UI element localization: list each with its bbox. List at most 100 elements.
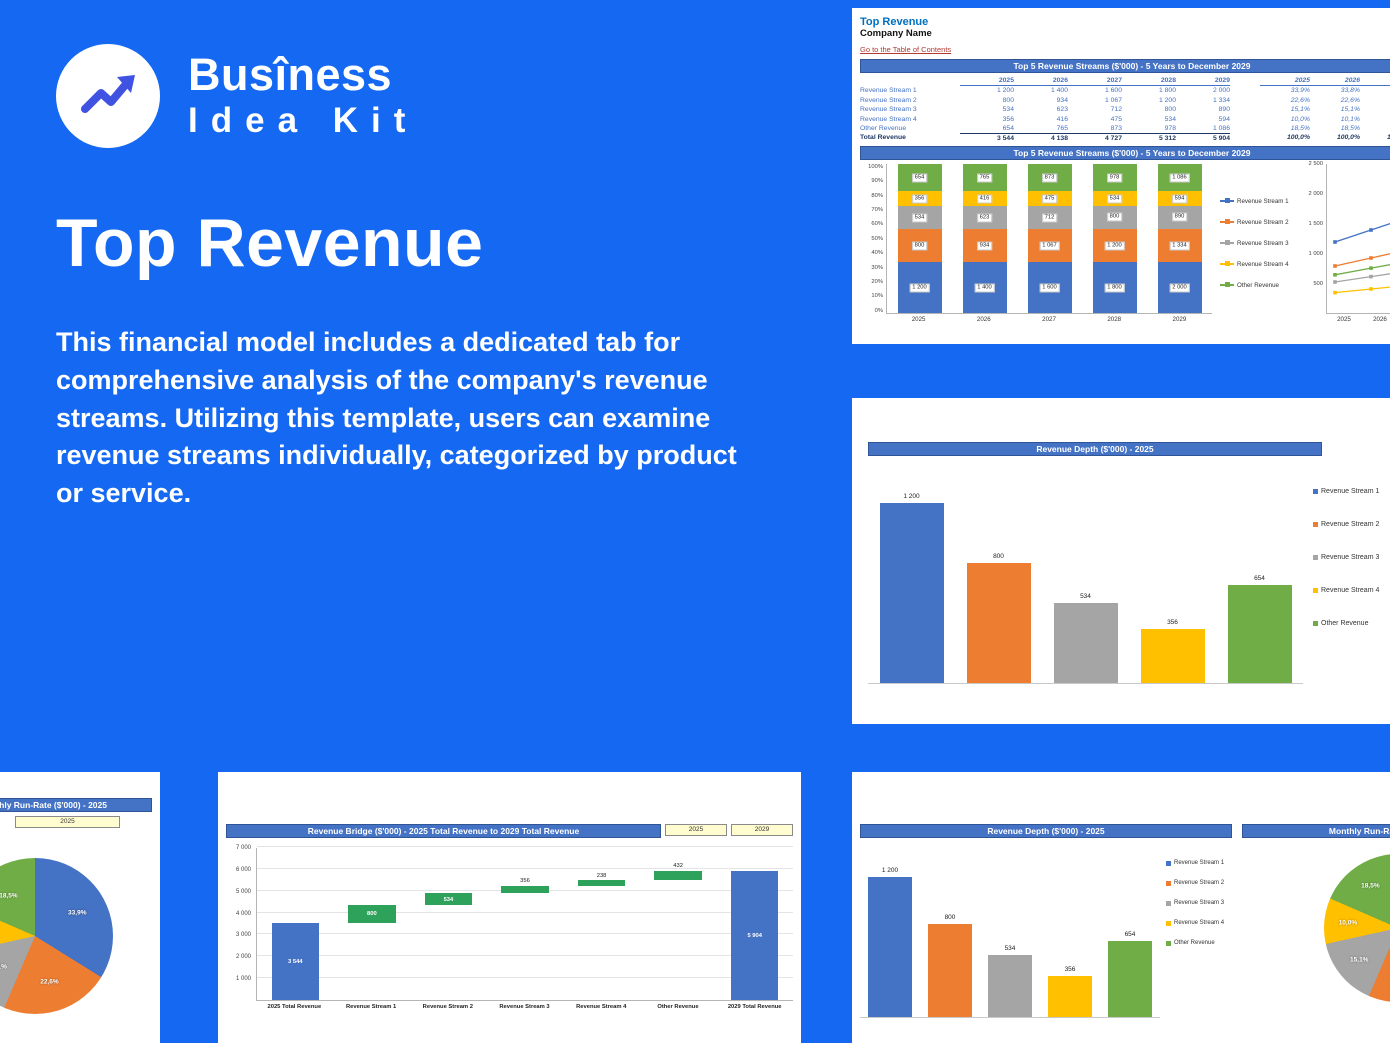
depth-value-label: 534 bbox=[1080, 592, 1091, 600]
x-label: Other Revenue bbox=[657, 1004, 699, 1010]
toc-link[interactable]: Go to the Table of Contents bbox=[860, 45, 952, 54]
pct-cell: 18,5% bbox=[1340, 125, 1360, 133]
bridge-title-bar: Revenue Bridge ($'000) - 2025 Total Reve… bbox=[226, 824, 661, 838]
bar-segment: 800 bbox=[897, 228, 942, 263]
legend-item: Revenue Stream 4 bbox=[1313, 587, 1390, 594]
value-cell: 654 bbox=[1002, 125, 1014, 133]
bar-segment: 475 bbox=[1027, 191, 1072, 207]
axis-tick: 3 000 bbox=[235, 932, 251, 939]
gridline bbox=[257, 933, 793, 935]
company-name: Company Name bbox=[860, 28, 932, 39]
bridge-year-cell-start[interactable]: 2025 bbox=[665, 824, 727, 836]
legend-item: Revenue Stream 2 bbox=[1220, 219, 1304, 226]
value-cell: 800 bbox=[1164, 106, 1176, 114]
legend-marker bbox=[1313, 489, 1318, 494]
legend-label: Revenue Stream 2 bbox=[1237, 218, 1289, 226]
value-cell: 1 334 bbox=[1212, 96, 1230, 104]
value-cell: 594 bbox=[1218, 115, 1230, 123]
table-row: Revenue Stream 4 356 416 475 534 594 10,0% 10,1… bbox=[860, 115, 1390, 124]
pct-cell: 15,1% bbox=[1290, 106, 1310, 114]
pct-cell: 15,1% bbox=[1360, 105, 1390, 114]
bar-segment: 534 bbox=[1092, 191, 1137, 207]
axis-tick: 50% bbox=[871, 235, 883, 242]
pie-slice-label: 15,1% bbox=[0, 963, 7, 971]
pct-cell: 100,0% bbox=[1360, 133, 1390, 143]
depth-bar bbox=[1108, 940, 1152, 1017]
data-label: 712 bbox=[1041, 213, 1058, 223]
chart-arrow-icon bbox=[81, 75, 135, 113]
data-label: 1 600 bbox=[1039, 283, 1060, 293]
x-label: 2029 Total Revenue bbox=[727, 1004, 782, 1010]
depth-value-label: 1 200 bbox=[881, 867, 899, 875]
table-title-bar: Top 5 Revenue Streams ($'000) - 5 Years … bbox=[860, 59, 1390, 73]
axis-tick: 10% bbox=[871, 293, 883, 300]
table-row: Revenue Stream 3 534 623 712 800 890 15,1% 15,1… bbox=[860, 105, 1390, 114]
gridline bbox=[257, 955, 793, 957]
depth-plot-small: 1 200 800 534 356 654 bbox=[860, 848, 1160, 1018]
waterfall-bar bbox=[730, 870, 779, 1000]
waterfall-label: 238 bbox=[596, 872, 607, 879]
sheet-tab-title: Top Revenue bbox=[860, 16, 929, 28]
axis-tick: 2 000 bbox=[1308, 190, 1323, 197]
value-cell: 3 544 bbox=[960, 133, 1014, 143]
bridge-year-cell-end[interactable]: 2029 bbox=[731, 824, 793, 836]
legend-label: Revenue Stream 2 bbox=[1174, 880, 1225, 886]
brand-name-line2: Idea Kit bbox=[188, 101, 419, 141]
value-cell: 534 bbox=[1164, 115, 1176, 123]
revenue-bridge-panel: Revenue Bridge ($'000) - 2025 Total Reve… bbox=[218, 772, 801, 1043]
legend-label: Other Revenue bbox=[1237, 281, 1279, 289]
year-header: 2029 bbox=[1176, 76, 1230, 87]
data-label: 416 bbox=[976, 194, 993, 204]
legend-label: Revenue Stream 1 bbox=[1321, 488, 1380, 495]
waterfall-bar bbox=[577, 880, 626, 886]
brand-name-line1: Busîness bbox=[188, 48, 393, 100]
bar-segment: 416 bbox=[962, 191, 1007, 207]
legend-label: Revenue Stream 1 bbox=[1174, 860, 1225, 866]
data-label: 800 bbox=[911, 241, 928, 251]
stacked-chart: 100% 90% 80% 70% 60% 50% 40% 30% 20% 10% 0% 1 200 8… bbox=[860, 160, 1390, 323]
page-description: This financial model includes a dedicate… bbox=[56, 327, 737, 509]
spacer bbox=[1230, 96, 1260, 105]
stacked-bar: 1 400 934 623 416 765 bbox=[962, 163, 1007, 313]
data-label: 654 bbox=[911, 173, 928, 183]
bar-segment: 1 334 bbox=[1157, 228, 1202, 263]
value-cell: 4 138 bbox=[1014, 133, 1068, 143]
pie bbox=[1324, 854, 1390, 1002]
axis-tick: 60% bbox=[871, 221, 883, 228]
stacked-legend: Revenue Stream 1 Revenue Stream 2 Revenue … bbox=[1212, 164, 1304, 323]
row-label-cell: Revenue Stream 4 bbox=[860, 115, 917, 123]
depth-legend-main: Revenue Stream 1 Revenue Stream 2 Revenue … bbox=[1303, 468, 1390, 684]
bar-segment: 1 400 bbox=[962, 262, 1007, 313]
runrate-year-cell[interactable]: 2025 bbox=[15, 816, 120, 828]
bar-segment: 873 bbox=[1027, 163, 1072, 192]
legend-marker bbox=[1166, 880, 1171, 886]
depth-bar bbox=[879, 502, 944, 683]
legend-marker bbox=[1166, 860, 1171, 866]
pct-year-header: 2025 bbox=[1260, 76, 1310, 87]
legend-marker bbox=[1313, 555, 1318, 560]
axis-tick: 6 000 bbox=[235, 866, 251, 873]
waterfall-label: 534 bbox=[443, 896, 454, 903]
pct-cell: 100,0% bbox=[1336, 134, 1360, 142]
x-label: Revenue Stream 2 bbox=[422, 1004, 473, 1010]
waterfall-label: 356 bbox=[520, 878, 530, 885]
legend-marker bbox=[1166, 920, 1171, 926]
value-cell: 1 200 bbox=[996, 87, 1014, 95]
pct-cell: 22,6% bbox=[1340, 96, 1360, 104]
table-row: Total Revenue 3 544 4 138 4 727 5 312 5 904 10… bbox=[860, 133, 1390, 143]
waterfall-label: 432 bbox=[673, 863, 683, 870]
runrate-title-bar-small: Monthly Run-Rate ($'000) - 2025 bbox=[1242, 824, 1390, 838]
axis-tick: 30% bbox=[871, 264, 883, 271]
axis-tick: 2 500 bbox=[1308, 160, 1323, 167]
pct-cell: 33,8% bbox=[1340, 87, 1360, 95]
legend-label: Revenue Stream 4 bbox=[1174, 920, 1225, 926]
value-cell: 475 bbox=[1110, 115, 1122, 123]
legend-item: Revenue Stream 2 bbox=[1166, 880, 1246, 886]
value-cell: 1 067 bbox=[1104, 96, 1122, 104]
waterfall-bar bbox=[424, 893, 473, 906]
depth-plot-main: 1 200 800 534 356 654 bbox=[868, 468, 1303, 684]
bridge-xaxis: 2025 Total Revenue Revenue Stream 1 Revenu… bbox=[256, 1001, 793, 1010]
pct-cell: 22,6% bbox=[1360, 96, 1390, 105]
table-row: Revenue Stream 1 1 200 1 400 1 600 1 800 2 00… bbox=[860, 86, 1390, 95]
legend-item: Revenue Stream 3 bbox=[1166, 900, 1246, 906]
